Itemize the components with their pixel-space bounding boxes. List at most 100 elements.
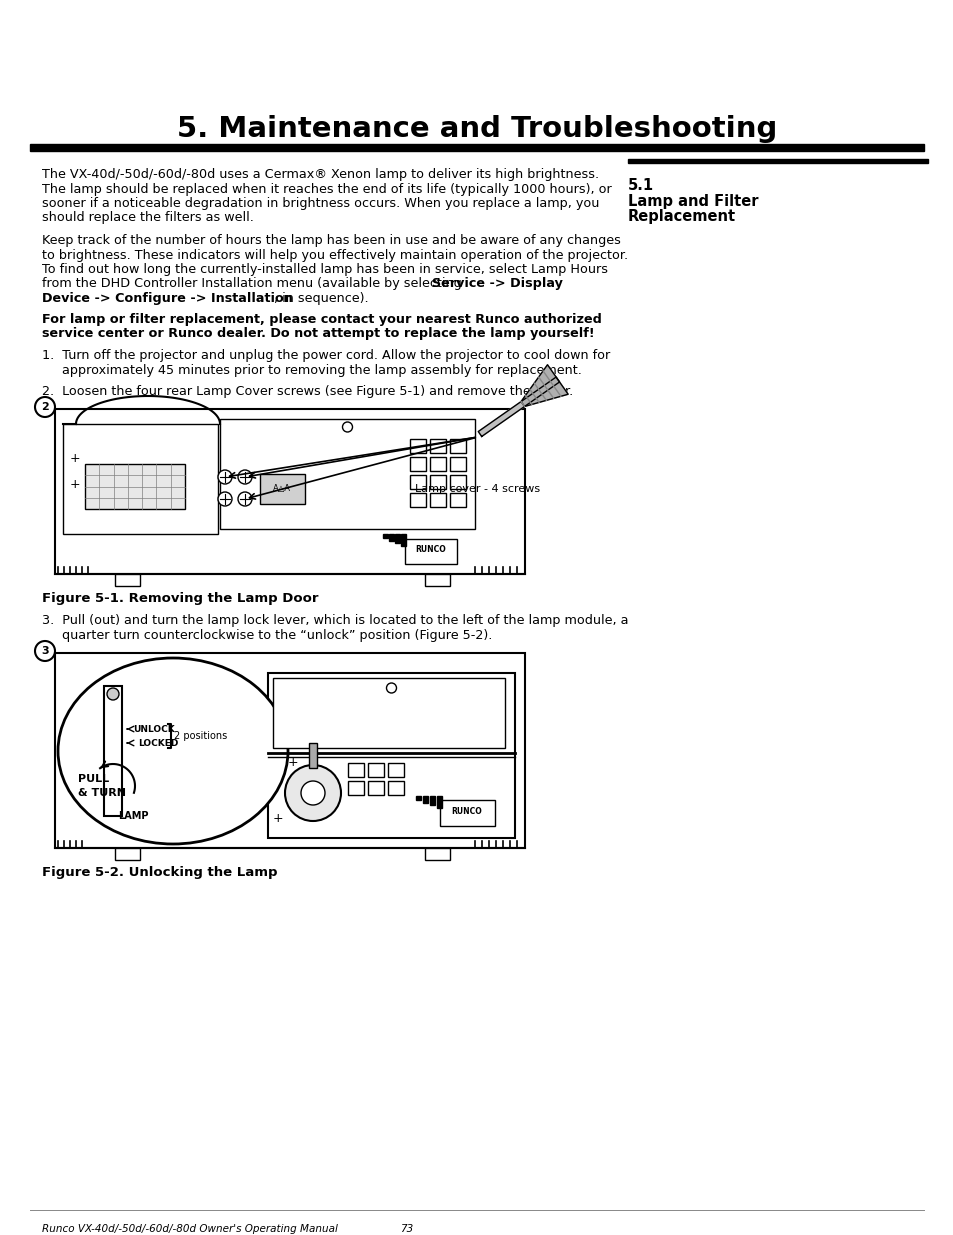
Text: +: + bbox=[273, 811, 283, 825]
Bar bbox=[400, 534, 406, 546]
Bar bbox=[309, 743, 316, 768]
Bar bbox=[382, 534, 388, 538]
Circle shape bbox=[237, 492, 252, 506]
Bar bbox=[268, 673, 515, 839]
Circle shape bbox=[35, 396, 55, 417]
Text: RUNCO: RUNCO bbox=[416, 546, 446, 555]
Text: 5.1: 5.1 bbox=[627, 178, 654, 193]
Bar bbox=[450, 438, 465, 453]
Bar bbox=[368, 763, 384, 777]
Bar bbox=[220, 419, 475, 529]
Text: Figure 5-2. Unlocking the Lamp: Figure 5-2. Unlocking the Lamp bbox=[42, 866, 277, 879]
Bar bbox=[85, 464, 185, 509]
Text: & TURN: & TURN bbox=[78, 788, 126, 798]
Bar bbox=[104, 685, 122, 816]
Text: Replacement: Replacement bbox=[627, 209, 736, 224]
Text: 5. Maintenance and Troubleshooting: 5. Maintenance and Troubleshooting bbox=[176, 115, 777, 143]
Text: +: + bbox=[288, 757, 298, 769]
Bar bbox=[30, 144, 923, 151]
Text: sooner if a noticeable degradation in brightness occurs. When you replace a lamp: sooner if a noticeable degradation in br… bbox=[42, 198, 598, 210]
Bar bbox=[422, 797, 428, 803]
Bar bbox=[388, 781, 403, 795]
Text: Runco VX-40d/-50d/-60d/-80d Owner's Operating Manual: Runco VX-40d/-50d/-60d/-80d Owner's Oper… bbox=[42, 1224, 337, 1234]
Bar bbox=[450, 475, 465, 489]
Text: +: + bbox=[70, 478, 80, 490]
Polygon shape bbox=[477, 377, 559, 436]
Text: PULL: PULL bbox=[78, 774, 109, 784]
Text: LOCKED: LOCKED bbox=[138, 739, 178, 747]
Polygon shape bbox=[520, 364, 568, 406]
Bar bbox=[430, 438, 446, 453]
Text: UNLOCK: UNLOCK bbox=[132, 725, 174, 734]
Bar bbox=[627, 159, 927, 163]
Text: The VX-40d/-50d/-60d/-80d uses a Cermax® Xenon lamp to deliver its high brightne: The VX-40d/-50d/-60d/-80d uses a Cermax®… bbox=[42, 168, 598, 182]
Text: service center or Runco dealer. Do not attempt to replace the lamp yourself!: service center or Runco dealer. Do not a… bbox=[42, 327, 594, 340]
Bar bbox=[368, 781, 384, 795]
Bar bbox=[430, 457, 446, 471]
Text: 2.  Loosen the four rear Lamp Cover screws (see Figure 5-1) and remove the cover: 2. Loosen the four rear Lamp Cover screw… bbox=[42, 384, 573, 398]
Bar bbox=[430, 493, 446, 508]
Bar bbox=[424, 848, 450, 860]
Text: 2 positions: 2 positions bbox=[173, 731, 227, 741]
Bar bbox=[436, 797, 441, 808]
Bar bbox=[405, 538, 456, 564]
Bar bbox=[115, 848, 140, 860]
Text: 3.  Pull (out) and turn the lamp lock lever, which is located to the left of the: 3. Pull (out) and turn the lamp lock lev… bbox=[42, 614, 628, 627]
Text: 3: 3 bbox=[41, 646, 49, 656]
Bar bbox=[389, 534, 394, 541]
Bar bbox=[55, 653, 524, 848]
Text: Figure 5-1. Removing the Lamp Door: Figure 5-1. Removing the Lamp Door bbox=[42, 592, 318, 605]
Circle shape bbox=[285, 764, 340, 821]
Text: should replace the filters as well.: should replace the filters as well. bbox=[42, 211, 253, 225]
Text: For lamp or filter replacement, please contact your nearest Runco authorized: For lamp or filter replacement, please c… bbox=[42, 312, 601, 326]
Bar bbox=[395, 534, 399, 543]
Text: RUNCO: RUNCO bbox=[451, 808, 482, 816]
Text: Keep track of the number of hours the lamp has been in use and be aware of any c: Keep track of the number of hours the la… bbox=[42, 233, 620, 247]
Text: quarter turn counterclockwise to the “unlock” position (Figure 5-2).: quarter turn counterclockwise to the “un… bbox=[42, 629, 492, 641]
Text: approximately 45 minutes prior to removing the lamp assembly for replacement.: approximately 45 minutes prior to removi… bbox=[42, 364, 581, 377]
Text: LAMP: LAMP bbox=[118, 811, 149, 821]
Text: Lamp and Filter: Lamp and Filter bbox=[627, 194, 758, 209]
Circle shape bbox=[237, 471, 252, 484]
Circle shape bbox=[342, 422, 352, 432]
Bar bbox=[388, 763, 403, 777]
Text: +: + bbox=[70, 452, 80, 466]
Bar bbox=[348, 763, 364, 777]
Bar bbox=[430, 797, 435, 805]
Bar bbox=[55, 409, 524, 574]
Bar bbox=[416, 797, 420, 800]
Text: The lamp should be replaced when it reaches the end of its life (typically 1000 : The lamp should be replaced when it reac… bbox=[42, 183, 611, 195]
Circle shape bbox=[107, 688, 119, 700]
Text: 1.  Turn off the projector and unplug the power cord. Allow the projector to coo: 1. Turn off the projector and unplug the… bbox=[42, 350, 610, 363]
Text: 73: 73 bbox=[399, 1224, 413, 1234]
Bar bbox=[410, 438, 426, 453]
Circle shape bbox=[218, 492, 232, 506]
Text: , in sequence).: , in sequence). bbox=[274, 291, 368, 305]
Circle shape bbox=[35, 641, 55, 661]
Bar bbox=[273, 678, 504, 748]
Bar bbox=[424, 574, 450, 585]
Text: to brightness. These indicators will help you effectively maintain operation of : to brightness. These indicators will hel… bbox=[42, 248, 627, 262]
Bar bbox=[430, 475, 446, 489]
Text: from the DHD Controller Installation menu (available by selecting: from the DHD Controller Installation men… bbox=[42, 278, 465, 290]
Circle shape bbox=[386, 683, 396, 693]
Bar bbox=[63, 424, 218, 534]
Text: Device -> Configure -> Installation: Device -> Configure -> Installation bbox=[42, 291, 293, 305]
Bar bbox=[115, 574, 140, 585]
Bar bbox=[450, 493, 465, 508]
Bar bbox=[450, 457, 465, 471]
Ellipse shape bbox=[58, 658, 288, 844]
Bar bbox=[439, 800, 495, 826]
Text: Lamp cover - 4 screws: Lamp cover - 4 screws bbox=[415, 484, 539, 494]
Bar bbox=[410, 457, 426, 471]
Text: 2: 2 bbox=[41, 403, 49, 412]
Bar bbox=[410, 493, 426, 508]
Bar bbox=[260, 474, 305, 504]
Bar bbox=[348, 781, 364, 795]
Text: Service -> Display: Service -> Display bbox=[432, 278, 562, 290]
Text: A△A: A△A bbox=[273, 484, 291, 494]
Circle shape bbox=[301, 781, 325, 805]
Circle shape bbox=[218, 471, 232, 484]
Text: To find out how long the currently-installed lamp has been in service, select La: To find out how long the currently-insta… bbox=[42, 263, 607, 275]
Bar bbox=[410, 475, 426, 489]
